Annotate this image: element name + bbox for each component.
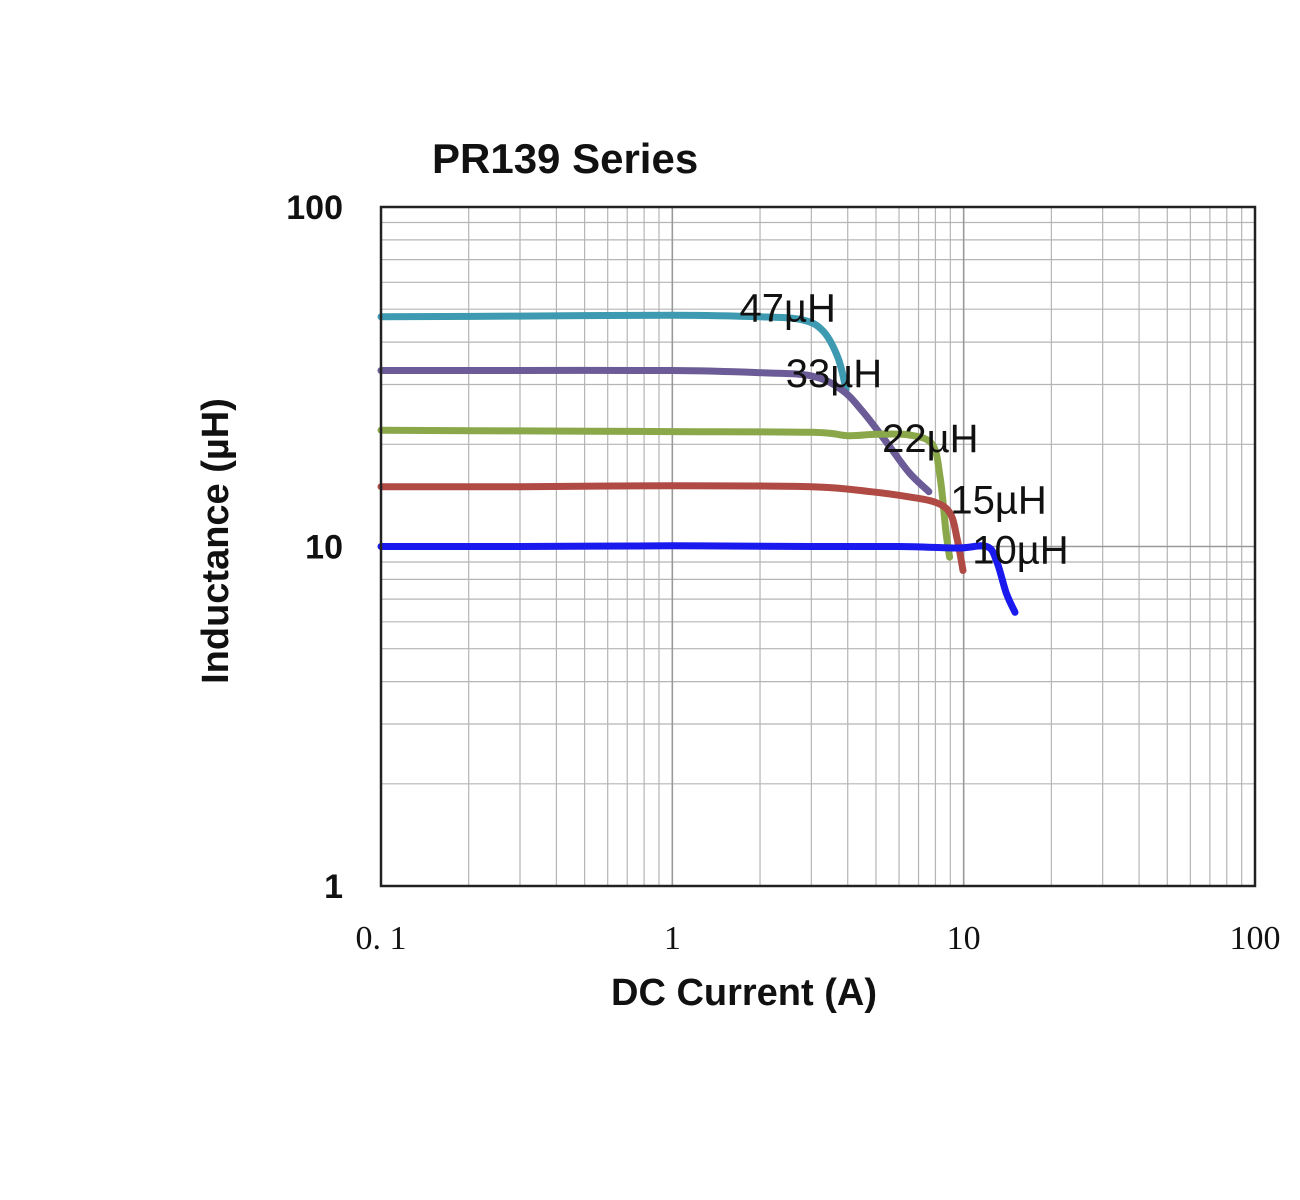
x-tick-label: 0. 1 <box>356 920 407 957</box>
y-axis-title: Inductance (µH) <box>195 398 237 684</box>
x-tick-labels: 0. 1 1 10 100 <box>356 920 1281 957</box>
series-line-10H <box>377 542 1019 616</box>
x-tick-label: 100 <box>1230 920 1281 957</box>
y-tick-label: 1 <box>324 868 343 906</box>
series-lines <box>377 311 1019 616</box>
y-tick-labels: 1 10 100 <box>286 189 343 906</box>
series-line-33H <box>377 366 933 496</box>
series-label-10H: 10µH <box>972 529 1068 573</box>
x-tick-label: 1 <box>664 920 681 957</box>
series-label-33H: 33µH <box>786 352 882 396</box>
y-tick-label: 10 <box>305 529 343 567</box>
series-line-47H <box>377 311 850 393</box>
series-label-15H: 15µH <box>950 479 1046 523</box>
x-tick-label: 10 <box>947 920 981 957</box>
plot-frame <box>379 205 1257 888</box>
x-axis-title: DC Current (A) <box>611 972 877 1014</box>
y-tick-label: 100 <box>286 189 343 227</box>
chart-title: PR139 Series <box>432 135 698 182</box>
series-line-22H <box>377 426 954 561</box>
series-label-22H: 22µH <box>882 417 978 461</box>
series-label-47H: 47µH <box>739 286 835 330</box>
series-line-15H <box>377 482 967 574</box>
